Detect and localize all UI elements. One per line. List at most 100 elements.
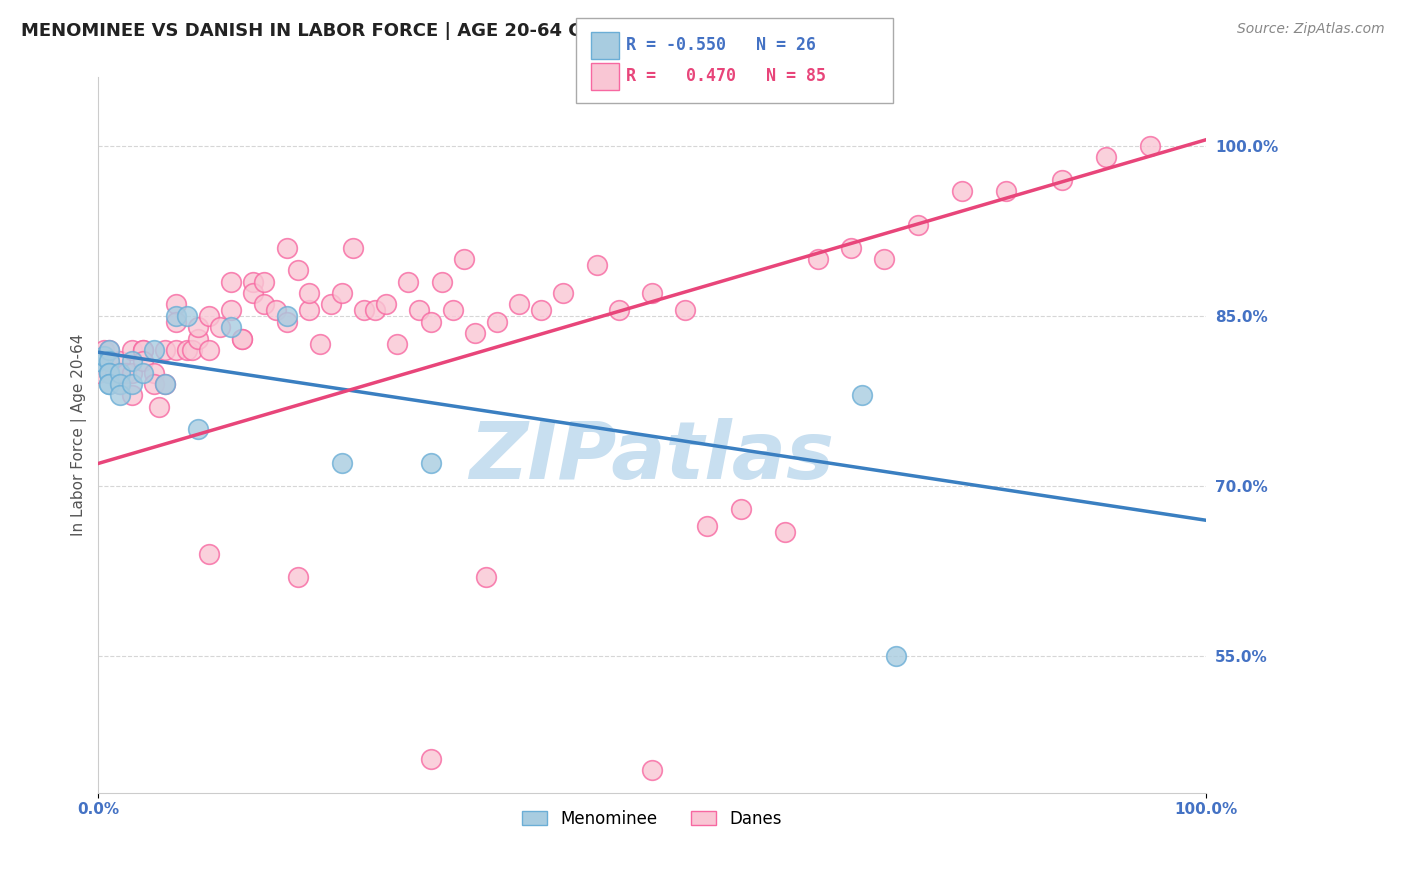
Point [121, 376, 143, 391]
Point [264, 303, 287, 318]
Y-axis label: In Labor Force | Age 20-64: In Labor Force | Age 20-64 [72, 334, 87, 536]
Point [419, 751, 441, 765]
Point [165, 314, 187, 328]
Point [950, 184, 973, 198]
Point [176, 343, 198, 357]
Point [187, 320, 209, 334]
Point [485, 314, 508, 328]
Point [430, 275, 453, 289]
Point [98, 366, 121, 380]
Text: Source: ZipAtlas.com: Source: ZipAtlas.com [1237, 22, 1385, 37]
Point [884, 649, 907, 664]
Point [110, 376, 132, 391]
Point [98, 376, 121, 391]
Point [308, 337, 330, 351]
Point [641, 763, 664, 777]
Point [441, 303, 464, 318]
Point [110, 388, 132, 402]
Point [253, 297, 276, 311]
Point [121, 343, 143, 357]
Point [839, 241, 862, 255]
Point [98, 376, 121, 391]
Point [131, 366, 153, 380]
Point [93, 349, 115, 363]
Legend: Menominee, Danes: Menominee, Danes [516, 803, 789, 834]
Point [121, 366, 143, 380]
Point [219, 275, 242, 289]
Point [110, 366, 132, 380]
Point [104, 366, 127, 380]
Point [585, 258, 607, 272]
Point [110, 354, 132, 368]
Point [93, 343, 115, 357]
Point [475, 570, 498, 584]
Point [276, 309, 298, 323]
Point [87, 354, 110, 368]
Point [453, 252, 475, 266]
Point [342, 241, 364, 255]
Point [231, 332, 253, 346]
Point [730, 501, 752, 516]
Point [165, 297, 187, 311]
Point [98, 343, 121, 357]
Point [131, 354, 153, 368]
Point [110, 366, 132, 380]
Text: ZIPatlas: ZIPatlas [470, 417, 834, 495]
Point [1095, 150, 1118, 164]
Point [98, 354, 121, 368]
Point [87, 354, 110, 368]
Point [995, 184, 1018, 198]
Point [276, 314, 298, 328]
Point [219, 320, 242, 334]
Point [807, 252, 830, 266]
Point [153, 376, 176, 391]
Point [142, 376, 165, 391]
Point [98, 366, 121, 380]
Point [364, 303, 387, 318]
Point [387, 337, 409, 351]
Point [131, 343, 153, 357]
Point [121, 354, 143, 368]
Point [153, 343, 176, 357]
Point [142, 343, 165, 357]
Point [231, 332, 253, 346]
Point [181, 343, 204, 357]
Point [396, 275, 419, 289]
Point [176, 309, 198, 323]
Point [907, 218, 929, 232]
Point [873, 252, 896, 266]
Point [530, 303, 553, 318]
Point [131, 343, 153, 357]
Point [242, 275, 264, 289]
Point [165, 309, 187, 323]
Point [1139, 138, 1161, 153]
Point [142, 366, 165, 380]
Point [153, 376, 176, 391]
Point [375, 297, 398, 311]
Point [242, 286, 264, 301]
Point [298, 303, 321, 318]
Point [419, 457, 441, 471]
Point [110, 376, 132, 391]
Point [851, 388, 873, 402]
Point [508, 297, 530, 311]
Point [98, 366, 121, 380]
Point [1050, 172, 1073, 186]
Point [253, 275, 276, 289]
Point [198, 547, 221, 561]
Point [553, 286, 575, 301]
Point [148, 400, 170, 414]
Point [330, 457, 353, 471]
Point [87, 366, 110, 380]
Point [98, 343, 121, 357]
Point [330, 286, 353, 301]
Point [165, 343, 187, 357]
Point [98, 354, 121, 368]
Point [209, 320, 232, 334]
Point [607, 303, 630, 318]
Point [198, 343, 221, 357]
Point [276, 241, 298, 255]
Text: R = -0.550   N = 26: R = -0.550 N = 26 [626, 36, 815, 54]
Point [408, 303, 430, 318]
Point [464, 326, 486, 340]
